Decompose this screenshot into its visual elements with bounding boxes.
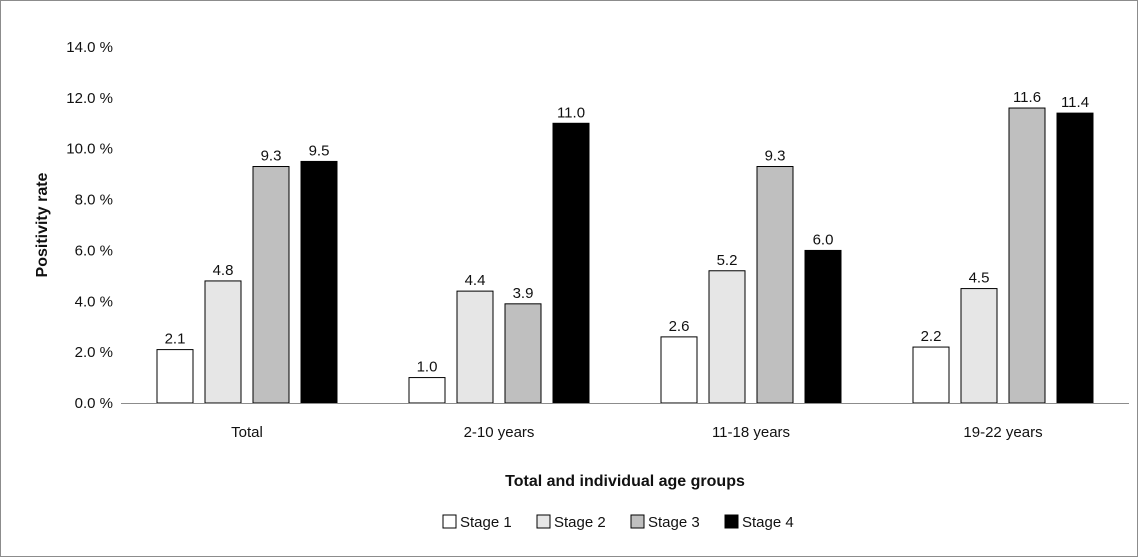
data-label: 2.2 (921, 328, 942, 345)
data-label: 4.4 (465, 272, 486, 289)
bar-stage-1 (912, 346, 950, 404)
x-tick-label: 19-22 years (963, 424, 1042, 441)
x-tick-label: 11-18 years (712, 424, 790, 441)
data-label: 6.0 (813, 231, 834, 248)
legend-swatch (724, 514, 739, 529)
bar-stage-1 (660, 336, 698, 404)
bar-stage-4 (300, 160, 338, 404)
legend-swatch (442, 514, 457, 529)
data-label: 5.2 (717, 252, 738, 269)
data-label: 9.5 (309, 142, 330, 159)
bar-stage-4 (1056, 112, 1094, 404)
data-labels: 2.1 4.8 9.3 9.5 1.0 4.4 3.9 11.0 2.6 5.2 9.3 6.0 2.2… (165, 89, 1089, 376)
bar-stage-1 (408, 377, 446, 404)
bar-stage-2 (204, 280, 242, 404)
y-axis-ticks: 0.0 % 2.0 % 4.0 % 6.0 % 8.0 % 10.0 % 12.0 % 14.… (66, 39, 113, 412)
data-label: 11.4 (1061, 94, 1089, 111)
x-tick-label: Total (231, 424, 263, 441)
bar-stage-3 (756, 166, 794, 404)
x-tick-label: 2-10 years (464, 424, 535, 441)
x-axis-title: Total and individual age groups (505, 473, 745, 490)
y-tick-label: 4.0 % (75, 293, 113, 310)
data-label: 2.1 (165, 331, 186, 348)
legend-label: Stage 4 (742, 514, 794, 531)
data-label: 3.9 (513, 285, 534, 302)
bar-stage-1 (156, 349, 194, 404)
x-axis-ticks: Total 2-10 years 11-18 years 19-22 years (231, 424, 1042, 441)
data-label: 9.3 (261, 148, 282, 165)
data-label: 2.6 (669, 318, 690, 335)
y-tick-label: 14.0 % (66, 39, 113, 56)
bar-stage-3 (1008, 107, 1046, 404)
bar-stage-2 (456, 290, 494, 404)
y-axis-title: Positivity rate (34, 172, 51, 277)
data-label: 4.8 (213, 262, 234, 279)
bar-stage-4 (552, 122, 590, 404)
legend-swatch (536, 514, 551, 529)
data-label: 9.3 (765, 148, 786, 165)
data-label: 11.6 (1013, 89, 1041, 106)
bar-stage-2 (960, 288, 998, 404)
bar-stage-3 (252, 166, 290, 404)
bar-stage-2 (708, 270, 746, 404)
legend-swatch (630, 514, 645, 529)
data-label: 1.0 (417, 359, 438, 376)
data-label: 4.5 (969, 270, 990, 287)
legend-label: Stage 1 (460, 514, 512, 531)
bar-stage-4 (804, 249, 842, 404)
y-tick-label: 0.0 % (75, 395, 113, 412)
legend-label: Stage 3 (648, 514, 700, 531)
y-tick-label: 2.0 % (75, 344, 113, 361)
y-tick-label: 12.0 % (66, 90, 113, 107)
legend: Stage 1 Stage 2 Stage 3 Stage 4 (442, 514, 794, 531)
data-label: 11.0 (557, 104, 585, 121)
y-tick-label: 8.0 % (75, 192, 113, 209)
bar-stage-3 (504, 303, 542, 404)
y-tick-label: 6.0 % (75, 242, 113, 259)
y-tick-label: 10.0 % (66, 141, 113, 158)
legend-label: Stage 2 (554, 514, 606, 531)
bars (156, 107, 1094, 404)
